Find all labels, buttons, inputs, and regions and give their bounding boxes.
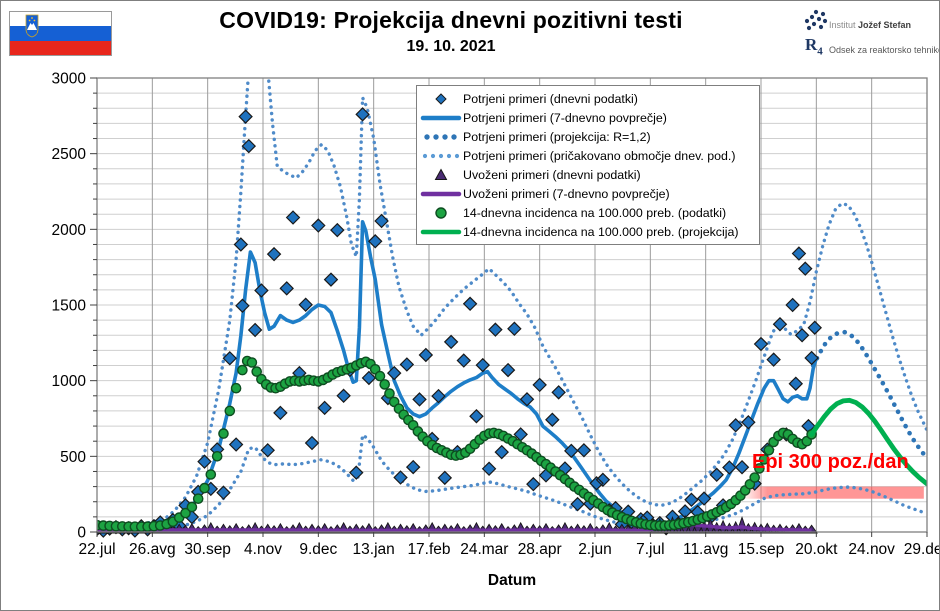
legend-item: Potrjeni primeri (7-dnevno povprečje) [419, 108, 755, 127]
x-tick-label: 22.jul [78, 541, 115, 558]
slovenia-flag [9, 11, 112, 56]
x-tick-label: 24.nov [848, 541, 895, 558]
legend-item: Potrjeni primeri (dnevni podatki) [419, 89, 755, 108]
r4-mark: R4 [805, 35, 823, 58]
plot-area [96, 77, 928, 538]
x-tick-label: 30.sep [184, 541, 231, 558]
report-date: 19. 10. 2021 [406, 38, 496, 55]
legend-marker-line-icon [420, 229, 462, 234]
legend-item: 14-dnevna incidenca na 100.000 preb. (pr… [419, 222, 755, 241]
y-tick-label: 0 [77, 525, 86, 542]
chart-header: COVID19: Projekcija dnevni pozitivni tes… [121, 7, 781, 56]
x-tick-label: 7.jul [636, 541, 664, 558]
ijs-name-institut: Institut [829, 20, 856, 30]
x-tick-label: 17.feb [407, 541, 450, 558]
legend-label: 14-dnevna incidenca na 100.000 preb. (pr… [463, 224, 739, 239]
ijs-logo: Institut Jožef Stefan R4 Odsek za reakto… [793, 7, 939, 61]
ijs-dots-icon [804, 9, 828, 31]
series-expected-upper [96, 77, 928, 530]
series-confirmed-avg [96, 220, 819, 532]
x-tick-label: 28.apr [518, 541, 562, 558]
legend-label: 14-dnevna incidenca na 100.000 preb. (po… [463, 205, 727, 220]
x-tick-label: 24.mar [460, 541, 508, 558]
series-incidence-projection [809, 397, 928, 487]
chart-legend: Potrjeni primeri (dnevni podatki) Potrjen… [416, 85, 760, 245]
flag-red-stripe [10, 40, 111, 55]
axes: 0 500 1000 1500 2000 2500 3000 22.jul 26.avg 30.s… [52, 71, 939, 559]
legend-label: Potrjeni primeri (pričakovano območje dn… [463, 148, 736, 163]
epi-threshold-label: Epi 300 poz./dan [752, 451, 909, 473]
x-tick-label: 4.nov [244, 541, 282, 558]
x-tick-label: 15.sep [738, 541, 785, 558]
legend-label: Potrjeni primeri (dnevni podatki) [463, 91, 638, 106]
series-incidence-data [96, 355, 817, 533]
ijs-name: Institut Jožef Stefan [829, 20, 911, 30]
legend-label: Uvoženi primeri (7-dnevno povprečje) [463, 186, 670, 201]
y-tick-label: 1500 [52, 298, 87, 315]
y-tick-label: 2500 [52, 146, 87, 163]
x-tick-label: 11.avg [683, 541, 728, 558]
legend-marker-dots-small-icon [422, 153, 460, 158]
x-tick-label: 29.dec [904, 541, 939, 558]
series-expected-lower [96, 432, 928, 533]
x-tick-label: 9.dec [299, 541, 337, 558]
legend-label: Potrjeni primeri (7-dnevno povprečje) [463, 110, 667, 125]
legend-marker-circle-icon [435, 206, 447, 219]
legend-item: Potrjeni primeri (projekcija: R=1,2) [419, 127, 755, 146]
x-tick-label: 20.okt [795, 541, 838, 558]
y-tick-label: 1000 [52, 373, 87, 390]
legend-marker-dots-large-icon [424, 133, 457, 140]
legend-label: Uvoženi primeri (dnevni podatki) [463, 167, 641, 182]
y-tick-label: 500 [60, 449, 86, 466]
y-tick-label: 3000 [52, 71, 87, 88]
legend-marker-line-icon [420, 115, 462, 120]
page-title: COVID19: Projekcija dnevni pozitivni tes… [219, 7, 683, 33]
x-tick-label: 13.jan [353, 541, 395, 558]
ijs-department: Odsek za reaktorsko tehniko [829, 45, 940, 55]
legend-label: Potrjeni primeri (projekcija: R=1,2) [463, 129, 651, 144]
legend-marker-triangle-icon [434, 167, 448, 180]
slovenia-coat-of-arms [25, 14, 39, 38]
x-axis-title: Datum [487, 572, 537, 589]
legend-item: Potrjeni primeri (pričakovano območje dn… [419, 146, 755, 165]
legend-item: 14-dnevna incidenca na 100.000 preb. (po… [419, 203, 755, 222]
legend-marker-line-icon [420, 191, 462, 196]
x-tick-label: 26.avg [129, 541, 176, 558]
series-projection-r12 [810, 329, 928, 461]
legend-marker-diamond-icon [435, 92, 447, 105]
legend-item: Uvoženi primeri (7-dnevno povprečje) [419, 184, 755, 203]
y-tick-label: 2000 [52, 222, 87, 239]
legend-item: Uvoženi primeri (dnevni podatki) [419, 165, 755, 184]
x-tick-label: 2.jun [578, 541, 612, 558]
ijs-name-jozef-stefan: Jožef Stefan [858, 20, 912, 30]
